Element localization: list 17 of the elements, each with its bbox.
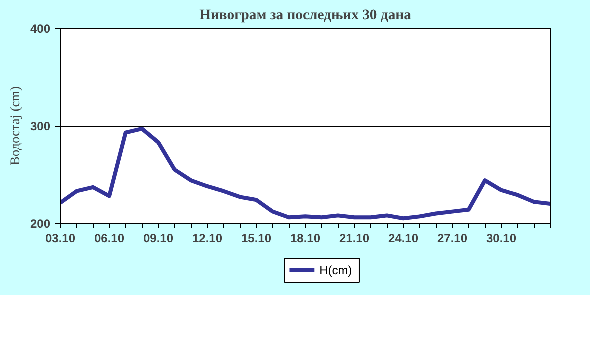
line-series xyxy=(60,126,550,221)
x-tick-label: 12.10 xyxy=(192,232,223,246)
x-tick-label: 24.10 xyxy=(388,232,419,246)
x-tick-label: 15.10 xyxy=(241,232,272,246)
x-tick-label: 21.10 xyxy=(339,232,370,246)
x-tick-label: 03.10 xyxy=(45,232,76,246)
y-tick-label: 200 xyxy=(30,217,51,231)
y-tick-label: 300 xyxy=(30,120,51,134)
x-tick-label: 06.10 xyxy=(94,232,125,246)
x-tick-label: 27.10 xyxy=(437,232,468,246)
x-tick-label: 30.10 xyxy=(486,232,517,246)
y-axis-title: Водостај (cm) xyxy=(7,86,22,166)
x-tick-label: 09.10 xyxy=(143,232,174,246)
chart-title: Нивограм за последњих 30 дана xyxy=(200,8,412,24)
x-tick-label: 18.10 xyxy=(290,232,321,246)
y-tick-label: 400 xyxy=(30,22,51,36)
legend-label: H(cm) xyxy=(320,264,352,278)
